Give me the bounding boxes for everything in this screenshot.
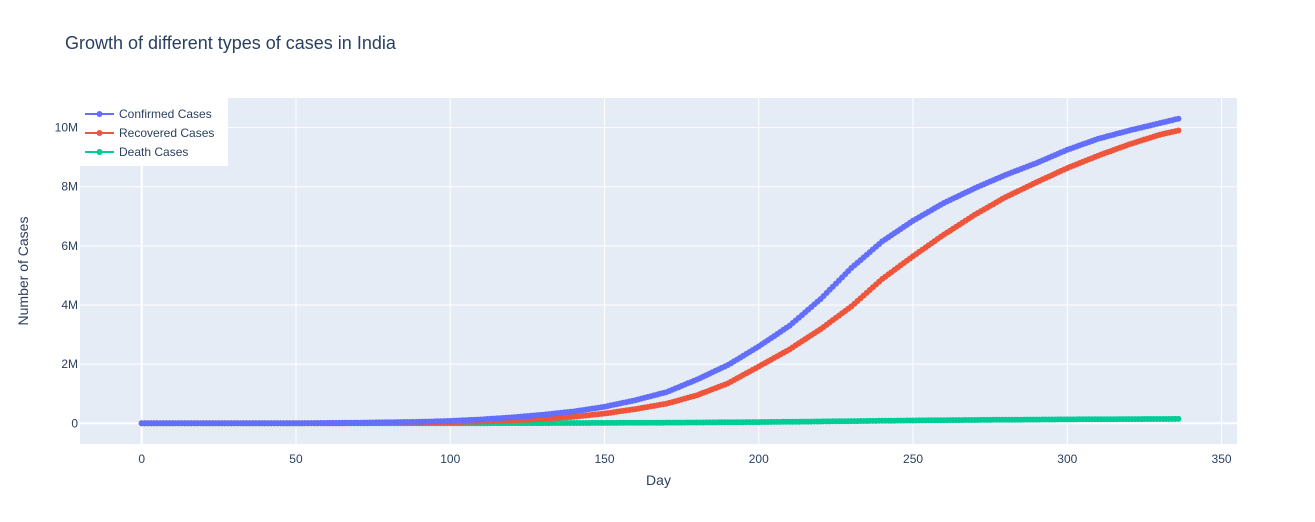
x-axis-title: Day xyxy=(646,472,671,488)
legend-label: Death Cases xyxy=(119,145,188,159)
legend-item[interactable]: Death Cases xyxy=(85,145,188,159)
x-tick-label: 300 xyxy=(1057,452,1077,466)
y-tick-label: 2M xyxy=(61,357,78,371)
y-tick-label: 6M xyxy=(61,239,78,253)
series-layer xyxy=(138,115,1182,427)
x-tick-label: 200 xyxy=(749,452,769,466)
plot-area xyxy=(80,98,1237,444)
x-tick-label: 0 xyxy=(138,452,145,466)
x-tick-label: 250 xyxy=(903,452,923,466)
y-tick-label: 10M xyxy=(55,121,78,135)
legend-item[interactable]: Confirmed Cases xyxy=(85,107,212,121)
y-tick-label: 4M xyxy=(61,298,78,312)
legend[interactable]: Confirmed Cases Recovered Cases Death Case… xyxy=(80,98,228,166)
x-tick-label: 150 xyxy=(594,452,614,466)
series-confirmed-cases xyxy=(138,115,1182,427)
y-axis-title: Number of Cases xyxy=(15,217,31,326)
x-tick-label: 100 xyxy=(440,452,460,466)
legend-label: Recovered Cases xyxy=(119,126,214,140)
y-tick-label: 0 xyxy=(71,416,78,430)
data-point xyxy=(1175,127,1182,134)
legend-item[interactable]: Recovered Cases xyxy=(85,126,214,140)
legend-swatch-marker xyxy=(96,111,103,117)
legend-swatch-marker xyxy=(96,130,103,136)
chart-title: Growth of different types of cases in In… xyxy=(65,33,397,53)
x-tick-label: 50 xyxy=(289,452,303,466)
y-tick-label: 8M xyxy=(61,180,78,194)
legend-label: Confirmed Cases xyxy=(119,107,212,121)
x-tick-label: 350 xyxy=(1212,452,1232,466)
legend-swatch-marker xyxy=(96,149,103,155)
data-point xyxy=(1175,415,1182,422)
data-point xyxy=(1175,115,1182,122)
y-axis-ticks: 0 2M 4M 6M 8M 10M xyxy=(55,121,79,431)
x-axis-ticks: 0 50 100 150 200 250 300 350 xyxy=(138,452,1232,466)
